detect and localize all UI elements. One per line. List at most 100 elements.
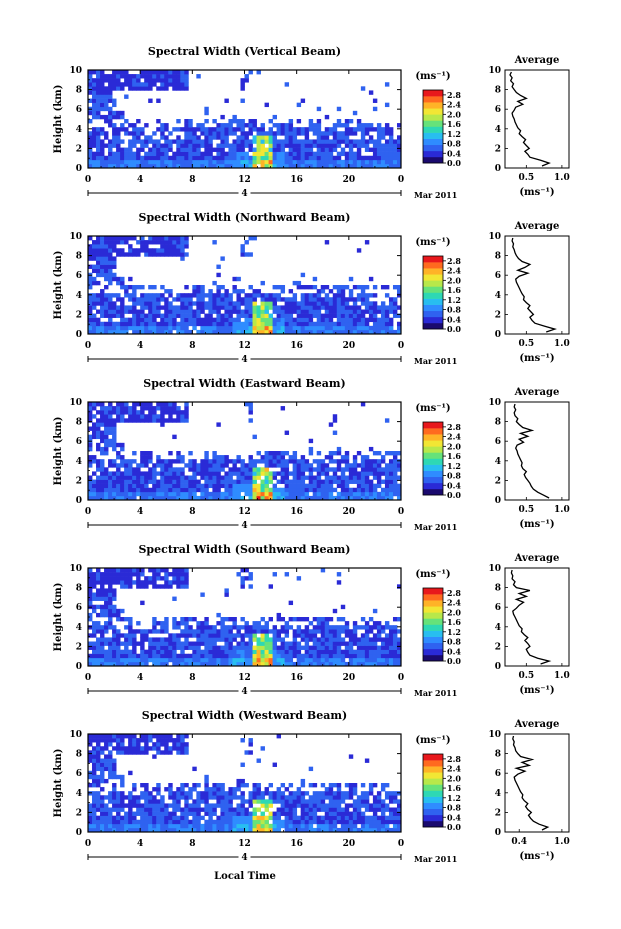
- heatmap-cell: [148, 240, 153, 245]
- heatmap-cell: [172, 317, 177, 323]
- heatmap-cell: [88, 414, 93, 419]
- heatmap-cell: [188, 119, 193, 124]
- heatmap-cell: [360, 661, 366, 667]
- heatmap-cell: [120, 313, 125, 318]
- heatmap-cell: [392, 633, 398, 638]
- heatmap-cell: [204, 119, 209, 124]
- heatmap-cell: [332, 139, 338, 144]
- heatmap-cell: [152, 625, 157, 630]
- heatmap-cell: [284, 325, 290, 331]
- heatmap-cell: [276, 155, 282, 161]
- heatmap-cell: [224, 463, 229, 468]
- heatmap-cell: [236, 661, 241, 667]
- heatmap-cell: [292, 823, 298, 829]
- heatmap-cell: [380, 645, 386, 650]
- heatmap-cell: [124, 568, 129, 573]
- average-y-tick-label: 6: [495, 603, 501, 613]
- heatmap-cell: [248, 811, 253, 816]
- heatmap-cell: [320, 313, 326, 318]
- heatmap-cell: [384, 151, 390, 157]
- heatmap-cell: [332, 459, 338, 464]
- heatmap-cell: [92, 127, 97, 132]
- heatmap-cell: [296, 629, 302, 634]
- heatmap-cell: [160, 285, 165, 290]
- heatmap-cell: [332, 135, 338, 140]
- heatmap-cell: [100, 738, 105, 743]
- heatmap-cell: [92, 584, 97, 589]
- heatmap-cell: [328, 629, 334, 634]
- heatmap-cell: [284, 155, 290, 161]
- heatmap-cell: [208, 819, 213, 825]
- heatmap-cell: [116, 774, 121, 780]
- heatmap-cell: [108, 576, 113, 581]
- heatmap-cell: [392, 151, 398, 157]
- heatmap-cell: [108, 487, 113, 493]
- heatmap-cell: [268, 325, 273, 331]
- heatmap-cell: [104, 430, 109, 435]
- heatmap-cell: [308, 803, 314, 808]
- heatmap-cell: [248, 641, 253, 646]
- heatmap-cell: [348, 633, 354, 638]
- heatmap-cell: [128, 572, 133, 577]
- heatmap-cell: [336, 297, 342, 302]
- heatmap-cell: [348, 297, 354, 302]
- heatmap-cell: [112, 588, 117, 593]
- heatmap-cell: [132, 491, 137, 497]
- heatmap-cell: [88, 78, 93, 83]
- colorbar-tick-label: 0.0: [447, 656, 461, 666]
- heatmap-cell: [136, 119, 141, 124]
- heatmap-cell: [252, 823, 257, 829]
- heatmap-cell: [136, 580, 141, 585]
- heatmap-cell: [156, 637, 161, 642]
- heatmap-cell: [300, 159, 306, 165]
- heatmap-cell: [88, 297, 93, 302]
- heatmap-cell: [96, 746, 101, 751]
- heatmap-cell: [352, 297, 358, 302]
- heatmap-cell: [372, 451, 378, 456]
- heatmap-cell: [120, 653, 125, 659]
- heatmap-cell: [248, 795, 253, 800]
- heatmap-cell: [312, 491, 318, 497]
- heatmap-cell: [116, 491, 121, 497]
- heatmap-cell: [88, 163, 93, 169]
- heatmap-cell: [336, 653, 342, 659]
- heatmap-cell: [196, 135, 201, 140]
- heatmap-cell: [204, 313, 209, 318]
- heatmap-cell: [100, 438, 105, 444]
- heatmap-cell: [272, 762, 277, 767]
- heatmap-cell: [292, 325, 298, 331]
- heatmap-cell: [276, 147, 282, 152]
- heatmap-cell: [236, 653, 241, 659]
- heatmap-cell: [340, 649, 346, 655]
- heatmap-cell: [340, 289, 346, 294]
- heatmap-cell: [112, 774, 117, 780]
- heatmap-cell: [368, 625, 374, 630]
- heatmap-cell: [160, 637, 165, 642]
- heatmap-cell: [324, 653, 330, 659]
- heatmap-cell: [100, 495, 105, 501]
- heatmap-cell: [256, 645, 261, 650]
- heatmap-cell: [88, 625, 93, 630]
- heatmap-cell: [120, 641, 125, 646]
- heatmap-cell: [96, 795, 101, 800]
- heatmap-cell: [140, 459, 145, 464]
- heatmap-cell: [292, 309, 298, 314]
- heatmap-cell: [272, 641, 277, 646]
- heatmap-cell: [216, 815, 221, 821]
- heatmap-cell: [280, 305, 286, 310]
- heatmap-cell: [204, 163, 209, 169]
- heatmap-cell: [280, 451, 286, 456]
- heatmap-cell: [376, 151, 382, 157]
- heatmap-cell: [152, 823, 157, 829]
- heatmap-cell: [388, 135, 394, 140]
- heatmap-cell: [100, 94, 105, 99]
- heatmap-cell: [100, 159, 105, 165]
- heatmap-cell: [196, 649, 201, 655]
- heatmap-cell: [256, 807, 261, 812]
- heatmap-cell: [312, 617, 318, 622]
- heatmap-cell: [348, 467, 354, 472]
- heatmap-cell: [256, 815, 261, 821]
- heatmap-cell: [304, 159, 310, 165]
- heatmap-cell: [256, 127, 261, 132]
- average-title: Average: [514, 387, 560, 398]
